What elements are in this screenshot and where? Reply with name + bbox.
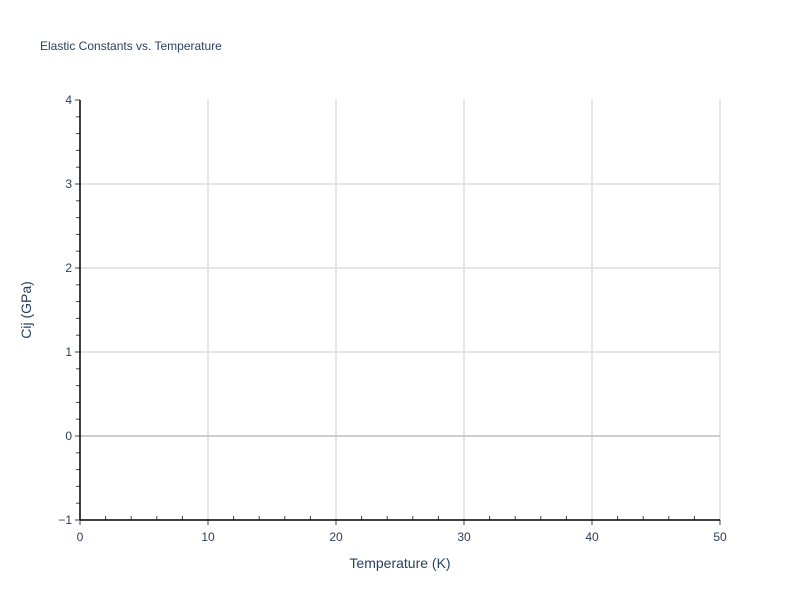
x-tick-label: 0 <box>77 530 84 544</box>
y-tick-label: 1 <box>65 345 72 359</box>
y-tick-label: 0 <box>65 429 72 443</box>
x-tick-label: 40 <box>585 530 599 544</box>
x-tick-label: 10 <box>201 530 215 544</box>
chart-title: Elastic Constants vs. Temperature <box>40 39 222 53</box>
x-tick-label: 50 <box>713 530 727 544</box>
y-tick-label: −1 <box>58 513 72 527</box>
y-tick-label: 3 <box>65 177 72 191</box>
y-tick-label: 2 <box>65 261 72 275</box>
x-axis-label: Temperature (K) <box>349 555 450 571</box>
y-axis-label: Cij (GPa) <box>18 281 34 339</box>
x-tick-label: 20 <box>329 530 343 544</box>
y-tick-label: 4 <box>65 93 72 107</box>
x-tick-label: 30 <box>457 530 471 544</box>
